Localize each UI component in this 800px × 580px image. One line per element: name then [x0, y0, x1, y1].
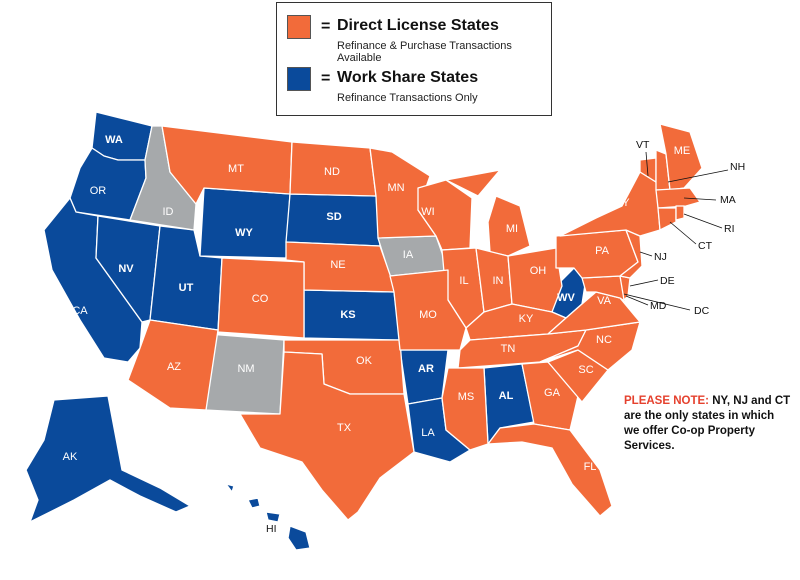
label-nm: NM — [237, 363, 254, 375]
label-me: ME — [674, 145, 691, 157]
label-wy: WY — [235, 227, 253, 239]
coop-services-note: PLEASE NOTE: NY, NJ and CT are the only … — [624, 394, 800, 454]
label-id: ID — [163, 206, 174, 218]
label-ma: MA — [720, 194, 736, 206]
work-share-swatch — [287, 67, 311, 91]
work-share-title: Work Share States — [337, 69, 479, 86]
legend-equals-workshare: = — [321, 70, 331, 87]
label-nd: ND — [324, 166, 340, 178]
label-mo: MO — [419, 309, 437, 321]
label-ga: GA — [544, 387, 561, 399]
state-az[interactable] — [127, 319, 219, 411]
label-az: AZ — [167, 361, 181, 373]
state-co[interactable] — [217, 257, 305, 339]
label-ks: KS — [340, 309, 355, 321]
label-ct: CT — [698, 240, 713, 252]
label-wa: WA — [105, 134, 123, 146]
state-ak[interactable] — [25, 395, 191, 523]
label-mi: MI — [506, 223, 518, 235]
label-hi: HI — [266, 523, 277, 535]
label-wv: WV — [557, 292, 575, 304]
direct-license-subtitle: Refinance & Purchase Transactions Availa… — [337, 40, 512, 64]
label-de: DE — [660, 275, 675, 287]
label-mt: MT — [228, 163, 244, 175]
state-hi[interactable] — [225, 483, 311, 551]
state-ma[interactable] — [655, 187, 701, 209]
state-ar[interactable] — [399, 349, 449, 405]
state-oh[interactable] — [507, 247, 563, 313]
direct-license-swatch — [287, 15, 311, 39]
state-fl[interactable] — [487, 423, 613, 517]
state-tx[interactable] — [239, 351, 415, 521]
label-ak: AK — [63, 451, 78, 463]
label-va: VA — [597, 295, 612, 307]
label-ky: KY — [519, 313, 534, 325]
label-vt: VT — [636, 139, 650, 151]
state-ca[interactable] — [43, 197, 143, 363]
label-la: LA — [421, 427, 435, 439]
label-sc: SC — [578, 364, 593, 376]
label-al: AL — [499, 390, 514, 402]
label-mn: MN — [387, 182, 404, 194]
note-line-1: NY, NJ and CT — [712, 395, 791, 407]
work-share-subtitle: Refinance Transactions Only — [337, 92, 478, 104]
state-nv[interactable] — [95, 215, 161, 323]
note-line-2: are the only states in which — [624, 410, 775, 422]
label-tn: TN — [501, 343, 516, 355]
map-legend: = Direct License States Refinance & Purc… — [276, 2, 552, 116]
label-sd: SD — [326, 211, 341, 223]
state-ms[interactable] — [441, 367, 489, 451]
label-ny: NY — [614, 197, 630, 209]
label-tx: TX — [337, 422, 352, 434]
label-md: MD — [650, 300, 667, 312]
label-nc: NC — [596, 334, 612, 346]
legend-equals-direct: = — [321, 18, 331, 35]
state-ri[interactable] — [675, 205, 685, 221]
state-ga[interactable] — [521, 361, 579, 431]
label-ms: MS — [458, 391, 475, 403]
label-wi: WI — [421, 206, 434, 218]
label-ut: UT — [179, 282, 194, 294]
label-nv: NV — [118, 263, 134, 275]
label-ok: OK — [356, 355, 373, 367]
label-ca: CA — [72, 305, 88, 317]
label-ar: AR — [418, 363, 434, 375]
state-ct[interactable] — [657, 207, 677, 231]
state-mo[interactable] — [389, 269, 467, 351]
label-nh: NH — [730, 161, 745, 173]
note-highlight: PLEASE NOTE: — [624, 395, 709, 407]
direct-license-title: Direct License States — [337, 17, 499, 34]
label-dc: DC — [694, 305, 710, 317]
label-ne: NE — [330, 259, 345, 271]
label-in: IN — [493, 275, 504, 287]
label-co: CO — [252, 293, 269, 305]
label-ri: RI — [724, 223, 735, 235]
state-ny[interactable] — [559, 171, 661, 237]
label-or: OR — [90, 185, 107, 197]
label-fl: FL — [584, 461, 597, 473]
label-oh: OH — [530, 265, 547, 277]
label-ia: IA — [403, 249, 414, 261]
state-wy[interactable] — [199, 187, 291, 259]
label-il: IL — [459, 275, 468, 287]
label-nj: NJ — [654, 251, 667, 263]
state-va[interactable] — [547, 291, 641, 335]
label-pa: PA — [595, 245, 610, 257]
note-line-3: we offer Co-op Property Services. — [624, 425, 755, 452]
